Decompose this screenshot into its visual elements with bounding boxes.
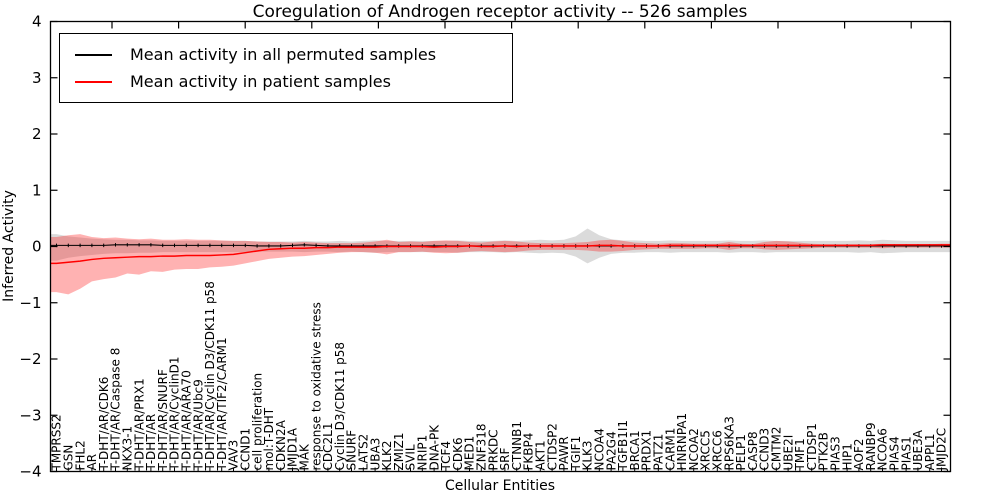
x-category-label: UBE2I: [781, 435, 795, 471]
x-category-label: T-DHT/AR/PRX1: [132, 378, 146, 471]
legend-item-patient: Mean activity in patient samples: [60, 68, 512, 95]
x-category-label: PELP1: [734, 434, 748, 470]
x-category-label: T-DHT/AR/CDK6: [97, 377, 111, 472]
x-category-label: FHL2: [73, 440, 87, 470]
y-tick-label: −4: [19, 463, 41, 481]
x-category-label: TMF1: [793, 438, 807, 471]
x-category-label: CARM1: [663, 428, 677, 471]
x-category-label: T-DHT/AR/ARA70: [180, 370, 194, 471]
x-category-label: CMTM2: [770, 426, 784, 470]
x-category-label: T-DHT/AR: [144, 414, 158, 472]
x-category-label: MAK: [298, 443, 312, 471]
x-category-label: AKT1: [534, 440, 548, 470]
x-category-label: CASP8: [746, 431, 760, 470]
x-category-label: AR: [85, 454, 99, 471]
legend-item-permuted: Mean activity in all permuted samples: [60, 41, 512, 68]
legend-line-sample-red: [75, 80, 112, 83]
x-category-label: HIP1: [840, 443, 854, 470]
x-category-label: T-DHT/AR/SNURF: [156, 369, 170, 472]
x-category-label: NCOA4: [593, 428, 607, 470]
x-category-label: mol:T-DHT: [262, 407, 276, 470]
x-category-label: RPS6KA3: [722, 416, 736, 470]
x-category-label: ZNF318: [475, 423, 489, 470]
x-category-label: TCF4: [439, 441, 453, 472]
x-category-label: MED1: [463, 436, 477, 471]
x-category-label: cell proliferation: [250, 373, 264, 471]
chart-title: Coregulation of Androgen receptor activi…: [252, 2, 748, 22]
x-category-label: NCOA2: [687, 428, 701, 470]
x-category-label: DNA-PK: [427, 424, 441, 471]
x-category-label: RANBP9: [864, 422, 878, 470]
x-category-label: CTDSP1: [805, 423, 819, 470]
x-category-label: CCND1: [239, 428, 253, 471]
x-category-label: TGFB1I1: [616, 420, 630, 472]
x-category-label: PRDX1: [640, 430, 654, 471]
x-category-label: PA2G4: [604, 431, 618, 470]
x-category-label: TMPRSS2: [50, 414, 64, 471]
y-tick-label: 2: [32, 125, 42, 143]
y-tick-label: −1: [19, 294, 41, 312]
y-tick-label: −2: [19, 350, 41, 368]
x-category-label: GSN: [62, 445, 76, 471]
x-category-label: BRCA1: [628, 430, 642, 470]
y-tick-label: 4: [32, 13, 42, 31]
legend: Mean activity in all permuted samples Me…: [59, 33, 513, 103]
x-category-label: T-DHT/AR/Cyclin D3/CDK11 p58: [203, 281, 217, 471]
x-category-label: CDK6: [451, 437, 465, 470]
x-category-label: Cyclin D3/CDK11 p58: [333, 342, 347, 471]
x-category-label: T-DHT/AR/Ubc9: [191, 379, 205, 471]
x-category-label: CCND3: [758, 428, 772, 471]
x-category-label: response to oxidative stress: [309, 302, 323, 470]
x-category-label: PIAS4: [888, 436, 902, 470]
x-category-label: ZMIZ1: [392, 433, 406, 471]
x-category-label: CTNNB1: [510, 421, 524, 471]
x-category-label: SRF: [498, 448, 512, 471]
x-category-label: KLK2: [380, 440, 394, 470]
y-tick-label: −3: [19, 406, 41, 424]
x-category-label: JMJD1A: [286, 427, 300, 471]
x-category-label: KLK3: [581, 440, 595, 470]
x-category-label: CTDSP2: [545, 423, 559, 470]
x-category-label: APPL1: [923, 433, 937, 470]
y-axis-title: Inferred Activity: [1, 190, 17, 302]
x-category-label: LATS2: [357, 434, 371, 471]
x-category-label: HNRNPA1: [675, 413, 689, 471]
x-category-label: JMJD2C: [935, 428, 949, 472]
x-category-label: SNURF: [345, 430, 359, 471]
x-category-label: CDKN2A: [274, 419, 288, 470]
y-tick-label: 0: [32, 238, 42, 256]
x-category-label: PTK2B: [817, 432, 831, 470]
y-tick-label: 3: [32, 69, 42, 87]
x-category-label: XRCC5: [699, 430, 713, 470]
x-category-label: CDC2L1: [321, 423, 335, 471]
legend-label-permuted: Mean activity in all permuted samples: [130, 45, 437, 64]
x-category-label: NCOA6: [876, 428, 890, 470]
x-category-label: VAV3: [227, 440, 241, 471]
x-axis-title: Cellular Entities: [444, 478, 556, 494]
x-category-label: T-DHT/AR/TIF2/CARM1: [215, 337, 229, 471]
x-category-label: XRCC6: [711, 430, 725, 470]
x-category-label: UBE3A: [911, 429, 925, 470]
legend-label-patient: Mean activity in patient samples: [130, 72, 391, 91]
x-category-label: NRIP1: [416, 435, 430, 471]
x-category-label: AOF2: [852, 439, 866, 471]
patient-mean-line: [50, 244, 951, 265]
x-category-label: T-DHT/AR/CyclinD1: [168, 356, 182, 471]
x-category-label: T-DHT/AR/Caspase 8: [109, 348, 123, 472]
x-category-label: PRKDC: [486, 429, 500, 470]
x-category-label: PIAS1: [899, 436, 913, 470]
x-category-label: PIAS3: [829, 436, 843, 470]
x-category-label: NKX3-1: [121, 426, 135, 471]
x-category-label: PATZ1: [652, 434, 666, 471]
x-category-label: FKBP4: [522, 433, 536, 471]
x-category-label: TGIF1: [569, 436, 583, 472]
x-category-label: UBA3: [368, 438, 382, 471]
x-category-label: PAWR: [557, 436, 571, 470]
x-category-label: SVIL: [404, 444, 418, 470]
legend-line-sample-black: [75, 53, 112, 56]
y-tick-label: 1: [32, 181, 42, 199]
